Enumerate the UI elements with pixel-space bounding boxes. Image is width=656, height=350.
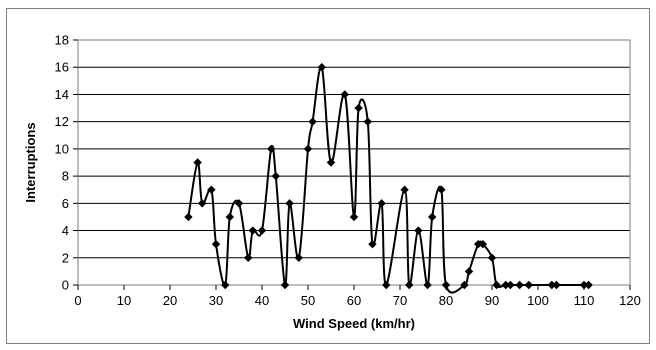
data-point	[428, 212, 437, 222]
x-tick-label: 100	[527, 293, 549, 308]
data-point	[368, 239, 377, 249]
data-point	[474, 239, 483, 249]
data-point	[579, 280, 589, 290]
data-point	[207, 185, 216, 194]
x-axis-title: Wind Speed (km/hr)	[293, 316, 415, 331]
data-point	[377, 199, 386, 208]
data-point	[211, 239, 221, 249]
data-point	[317, 63, 326, 72]
y-tick-label: 2	[62, 250, 69, 265]
x-tick-label: 60	[347, 293, 361, 308]
data-point	[184, 212, 193, 222]
data-point	[285, 199, 294, 208]
data-point	[303, 144, 313, 154]
x-axis-ticks: 0 10 20 30 40 50 60 70 80 90 100 110 120	[74, 285, 641, 308]
x-tick-label: 110	[574, 293, 595, 308]
data-point	[267, 144, 276, 154]
data-point	[248, 226, 257, 235]
data-point	[584, 280, 593, 290]
data-point	[552, 280, 561, 290]
y-tick-label: 6	[62, 196, 69, 211]
data-point	[441, 280, 451, 290]
y-tick-label: 14	[55, 87, 69, 102]
data-point	[400, 185, 409, 194]
data-point	[271, 171, 280, 181]
x-tick-label: 30	[209, 293, 223, 308]
y-tick-label: 8	[62, 169, 69, 184]
y-tick-label: 18	[55, 33, 69, 48]
data-point	[354, 103, 363, 113]
x-tick-label: 50	[301, 293, 315, 308]
data-point	[506, 280, 515, 290]
y-tick-label: 12	[55, 114, 69, 129]
data-point	[515, 280, 524, 290]
data-point	[280, 280, 290, 290]
x-tick-label: 120	[619, 293, 641, 308]
data-point	[414, 226, 423, 235]
data-point	[547, 280, 556, 290]
data-point	[382, 280, 391, 290]
data-point	[460, 280, 469, 290]
data-point	[349, 212, 359, 222]
x-tick-label: 0	[74, 293, 81, 308]
y-axis-ticks: 0 2 4 6 8 10 12 14 16 18	[55, 33, 78, 293]
y-tick-label: 4	[62, 223, 69, 238]
data-point	[437, 185, 446, 194]
gridlines	[78, 39, 630, 286]
series-markers	[184, 63, 593, 290]
data-point	[492, 280, 501, 290]
y-axis-title: Interruptions	[23, 122, 38, 202]
data-point	[524, 280, 533, 290]
data-point	[487, 253, 497, 262]
data-point	[225, 212, 234, 222]
data-point	[294, 253, 303, 262]
y-tick-label: 10	[55, 141, 69, 156]
data-point	[308, 117, 317, 126]
data-point	[198, 199, 207, 208]
data-point	[501, 280, 510, 290]
data-point	[257, 226, 267, 235]
x-tick-label: 80	[439, 293, 453, 308]
data-point	[405, 280, 414, 290]
plot-area	[77, 39, 631, 286]
x-tick-label: 90	[485, 293, 499, 308]
data-point	[478, 239, 487, 249]
data-point	[363, 117, 372, 126]
data-point	[464, 267, 474, 276]
data-point	[340, 90, 349, 99]
data-point	[221, 280, 230, 290]
data-point	[326, 158, 336, 167]
x-tick-label: 70	[393, 293, 407, 308]
data-point	[193, 158, 202, 167]
data-point	[234, 199, 244, 208]
y-tick-label: 16	[55, 60, 69, 75]
data-point	[244, 253, 253, 262]
x-tick-label: 20	[163, 293, 177, 308]
x-tick-label: 10	[117, 293, 131, 308]
y-tick-label: 0	[62, 278, 69, 293]
data-point	[423, 280, 432, 290]
x-tick-label: 40	[255, 293, 269, 308]
